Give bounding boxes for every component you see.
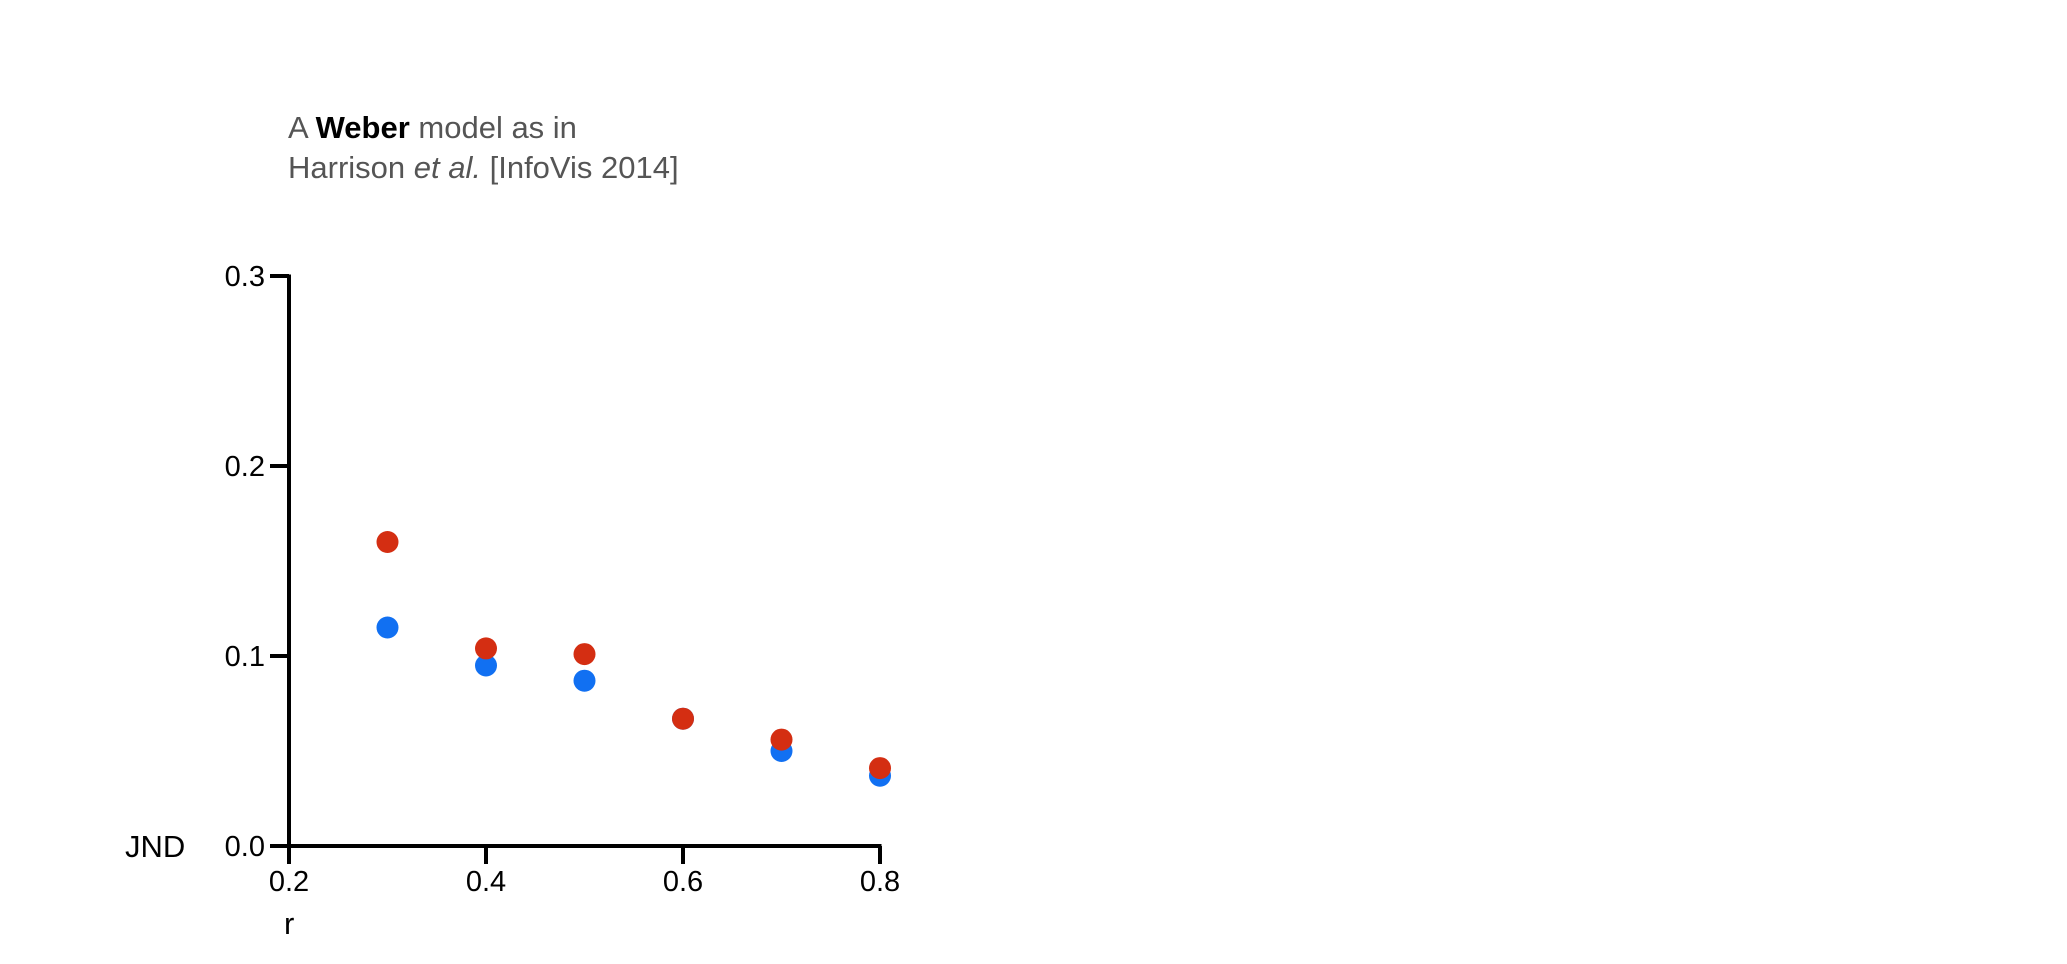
data-point bbox=[869, 757, 891, 780]
x-tick-label: 0.4 bbox=[466, 866, 506, 898]
title-author: Harrison bbox=[288, 150, 414, 185]
y-tick-label: 0.1 bbox=[225, 641, 265, 673]
series-2 bbox=[376, 531, 891, 780]
chart-title-line-2: Harrison et al. [InfoVis 2014] bbox=[288, 148, 679, 188]
data-points bbox=[376, 531, 891, 787]
y-tick-label: 0.2 bbox=[225, 451, 265, 483]
x-tick-label: 0.2 bbox=[269, 866, 309, 898]
title-suffix: model as in bbox=[409, 110, 577, 145]
y-axis-label: JND bbox=[125, 829, 185, 864]
data-point bbox=[475, 654, 497, 677]
data-point bbox=[573, 669, 596, 692]
data-point bbox=[376, 616, 399, 639]
series-1 bbox=[376, 616, 891, 787]
title-prefix: A bbox=[288, 110, 316, 145]
title-et-al: et al. bbox=[413, 150, 481, 185]
ticks: 0.0 0.1 0.2 0.3 0.2 0.4 0.6 0.8 bbox=[225, 261, 900, 898]
axes bbox=[287, 274, 882, 848]
chart-title-line-1: A Weber model as in bbox=[288, 108, 679, 148]
data-point bbox=[376, 531, 399, 553]
title-bold-word: Weber bbox=[315, 110, 410, 145]
data-point bbox=[770, 728, 793, 751]
title-venue: [InfoVis 2014] bbox=[480, 150, 679, 185]
chart-title: A Weber model as in Harrison et al. [Inf… bbox=[288, 108, 679, 188]
x-axis-label: r bbox=[284, 906, 294, 941]
data-point bbox=[672, 707, 694, 730]
x-tick-label: 0.6 bbox=[663, 866, 703, 898]
data-point bbox=[573, 643, 596, 666]
y-tick-label: 0.0 bbox=[225, 831, 265, 863]
y-tick-label: 0.3 bbox=[225, 261, 265, 293]
data-point bbox=[475, 637, 497, 660]
x-tick-label: 0.8 bbox=[860, 866, 900, 898]
